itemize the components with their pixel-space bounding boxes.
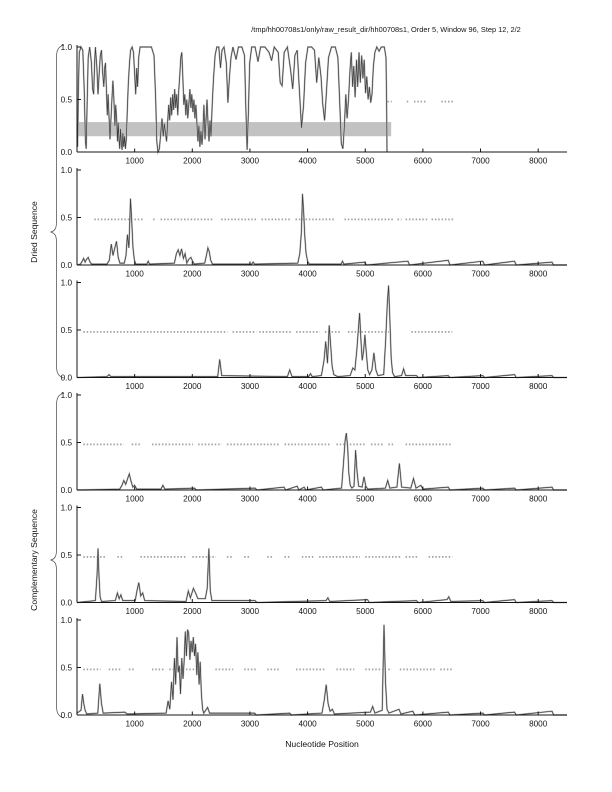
x-tick-label: 1000: [126, 157, 145, 166]
panel-complementary-3: 0.0 0.5 1.0 1000 2000 3000 4000 5000 6000 7000 800…: [61, 616, 567, 729]
y-tick-label: 0.0: [61, 711, 73, 720]
x-tick-label: 6000: [414, 382, 433, 391]
x-tick-label: 8000: [529, 157, 548, 166]
x-tick-label: 4000: [298, 270, 317, 279]
panel-dried-2: 0.0 0.5 1.0 1000 2000 3000 4000 5000 6000 7000 800…: [61, 166, 567, 279]
x-tick-label: 8000: [529, 495, 548, 504]
y-tick-label: 1.0: [61, 391, 73, 400]
series-line-halo: [76, 193, 567, 266]
series-line: [76, 285, 567, 378]
x-tick-label: 8000: [529, 720, 548, 729]
x-tick-label: 3000: [241, 720, 260, 729]
panel-dried-1: 0.0 0.5 1.0 1000 2000 3000 4000 5000 6000 7000 800…: [61, 43, 567, 166]
x-tick-label: 2000: [183, 607, 202, 616]
y-tick-label: 1.0: [61, 166, 73, 175]
x-tick-label: 4000: [298, 607, 317, 616]
x-tick-label: 4000: [298, 382, 317, 391]
x-tick-label: 8000: [529, 607, 548, 616]
x-tick-label: 2000: [183, 720, 202, 729]
series-line-halo: [76, 624, 567, 716]
series-line: [76, 548, 567, 603]
y-tick-label: 0.5: [61, 326, 73, 335]
series-line: [76, 432, 567, 491]
y-tick-label: 1.0: [61, 278, 73, 287]
y-tick-label: 1.0: [61, 616, 73, 625]
y-tick-label: 0.5: [61, 438, 73, 447]
x-tick-label: 6000: [414, 157, 433, 166]
series-line-halo: [76, 432, 567, 492]
x-tick-label: 8000: [529, 270, 548, 279]
x-tick-label: 1000: [126, 270, 145, 279]
x-tick-label: 4000: [298, 157, 317, 166]
x-tick-label: 3000: [241, 157, 260, 166]
x-tick-label: 5000: [356, 495, 375, 504]
x-tick-label: 6000: [414, 270, 433, 279]
x-tick-label: 6000: [414, 607, 433, 616]
series-line: [76, 624, 567, 716]
x-tick-label: 2000: [183, 495, 202, 504]
x-tick-label: 3000: [241, 495, 260, 504]
x-tick-label: 5000: [356, 607, 375, 616]
y-tick-label: 1.0: [61, 503, 73, 512]
y-tick-label: 0.0: [61, 486, 73, 495]
dried-sequence-label: Dried Sequence: [29, 201, 39, 263]
y-tick-label: 1.0: [61, 43, 73, 52]
x-tick-label: 2000: [183, 157, 202, 166]
x-tick-label: 7000: [471, 495, 490, 504]
x-tick-label: 3000: [241, 270, 260, 279]
x-tick-label: 1000: [126, 382, 145, 391]
panel-complementary-2: 0.0 0.5 1.0 1000 2000 3000 4000 5000 6000 7000 800…: [61, 503, 567, 616]
y-tick-label: 0.0: [61, 261, 73, 270]
x-tick-label: 3000: [241, 382, 260, 391]
x-tick-label: 7000: [471, 157, 490, 166]
series-line: [76, 193, 567, 266]
panel-dried-3: 0.0 0.5 1.0 1000 2000 3000 4000 5000 6000 7000 800…: [61, 278, 567, 391]
x-tick-label: 5000: [356, 720, 375, 729]
x-tick-label: 5000: [356, 382, 375, 391]
x-tick-label: 2000: [183, 270, 202, 279]
x-tick-label: 6000: [414, 720, 433, 729]
x-axis-title: Nucleotide Position: [285, 739, 359, 749]
y-tick-label: 0.5: [61, 551, 73, 560]
x-tick-label: 4000: [298, 720, 317, 729]
y-tick-label: 0.0: [61, 148, 73, 157]
series-line: [77, 45, 388, 154]
y-tick-label: 0.0: [61, 373, 73, 382]
x-tick-label: 8000: [529, 382, 548, 391]
x-tick-label: 3000: [241, 607, 260, 616]
y-tick-label: 0.5: [61, 213, 73, 222]
y-tick-label: 0.0: [61, 598, 73, 607]
brace-dried-group: [50, 44, 65, 379]
y-tick-label: 0.5: [61, 663, 73, 672]
x-tick-label: 1000: [126, 495, 145, 504]
x-tick-label: 7000: [471, 270, 490, 279]
brace-complementary-group: [50, 392, 65, 719]
x-tick-label: 7000: [471, 382, 490, 391]
x-tick-label: 5000: [356, 157, 375, 166]
x-tick-label: 6000: [414, 495, 433, 504]
complementary-sequence-label: Complementary Sequence: [29, 509, 39, 611]
x-tick-label: 7000: [471, 607, 490, 616]
x-tick-label: 1000: [126, 607, 145, 616]
x-tick-label: 1000: [126, 720, 145, 729]
x-tick-label: 5000: [356, 270, 375, 279]
panel-complementary-1: 0.0 0.5 1.0 1000 2000 3000 4000 5000 6000 7000 800…: [61, 391, 567, 504]
figure-title: /tmp/hh00708s1/only/raw_result_dir/hh007…: [251, 25, 521, 34]
x-tick-label: 7000: [471, 720, 490, 729]
x-tick-label: 2000: [183, 382, 202, 391]
x-tick-label: 4000: [298, 495, 317, 504]
y-tick-label: 0.5: [61, 95, 73, 104]
panels-layer: 0.0 0.5 1.0 1000 2000 3000 4000 5000 6000 7000 800…: [61, 43, 567, 729]
